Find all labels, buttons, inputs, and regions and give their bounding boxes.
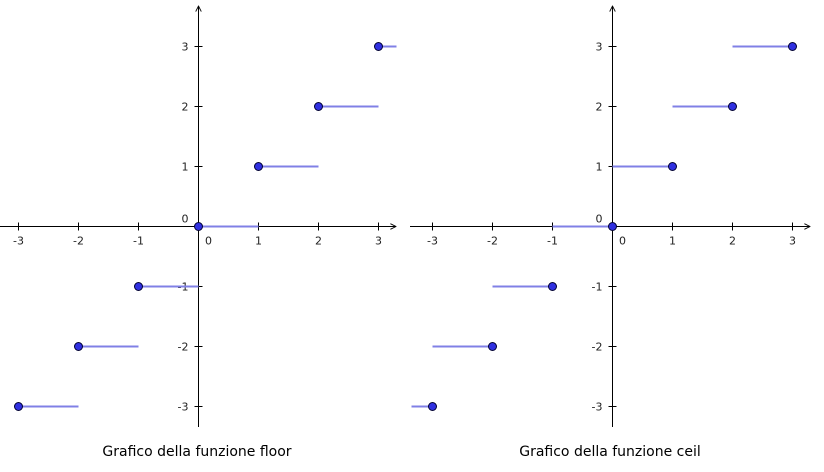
x-tick-label: -1 xyxy=(547,235,558,248)
step-point xyxy=(488,342,497,351)
x-tick-label: -1 xyxy=(133,235,144,248)
step-point xyxy=(14,402,23,411)
y-tick-label: -2 xyxy=(592,341,603,354)
step-point xyxy=(134,282,143,291)
ceil-chart: -3 -2 -1 0 1 2 3 -3 -2 -1 0 1 2 3 xyxy=(410,6,810,427)
ceil-chart-caption: Grafico della funzione ceil xyxy=(519,444,701,460)
y-tick-label: 3 xyxy=(596,41,603,54)
x-tick-label: 0 xyxy=(619,235,626,248)
step-point xyxy=(314,102,323,111)
x-tick-label: -2 xyxy=(73,235,84,248)
y-tick-label: -3 xyxy=(178,401,189,414)
step-point xyxy=(74,342,83,351)
y-tick-label: 1 xyxy=(182,161,189,174)
y-tick-label: 1 xyxy=(596,161,603,174)
x-tick-label: 1 xyxy=(669,235,676,248)
step-point xyxy=(548,282,557,291)
step-point xyxy=(608,222,617,231)
step-point xyxy=(254,162,263,171)
step-point xyxy=(668,162,677,171)
step-point xyxy=(788,42,797,51)
x-tick-label: -2 xyxy=(487,235,498,248)
step-point xyxy=(428,402,437,411)
x-tick-label: 3 xyxy=(789,235,796,248)
y-tick-label: 2 xyxy=(596,101,603,114)
y-tick-label: 2 xyxy=(182,101,189,114)
x-tick-label: 1 xyxy=(255,235,262,248)
step-point xyxy=(728,102,737,111)
y-tick-label: 0 xyxy=(182,213,189,226)
y-tick-label: -3 xyxy=(592,401,603,414)
x-tick-label: 2 xyxy=(315,235,322,248)
x-tick-label: 0 xyxy=(205,235,212,248)
step-point xyxy=(194,222,203,231)
floor-chart-caption: Grafico della funzione floor xyxy=(102,444,292,460)
x-tick-label: 3 xyxy=(375,235,382,248)
y-tick-label: 0 xyxy=(596,213,603,226)
x-tick-label: 2 xyxy=(729,235,736,248)
step-point xyxy=(374,42,383,51)
x-tick-label: -3 xyxy=(427,235,438,248)
y-tick-label: 3 xyxy=(182,41,189,54)
y-tick-label: -1 xyxy=(592,281,603,294)
y-tick-label: -2 xyxy=(178,341,189,354)
x-tick-label: -3 xyxy=(13,235,24,248)
